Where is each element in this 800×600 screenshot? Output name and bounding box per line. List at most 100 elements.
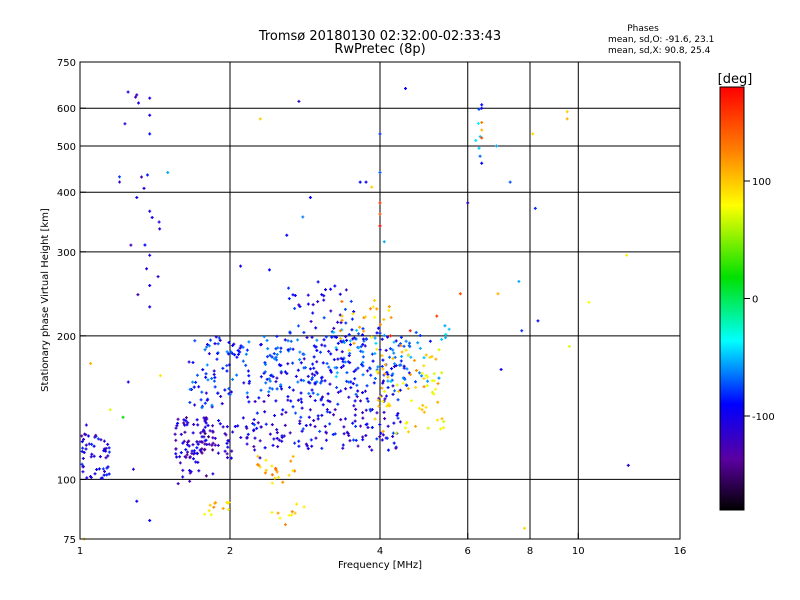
- data-point: [319, 376, 323, 380]
- data-point: [213, 501, 217, 505]
- data-point: [191, 380, 195, 384]
- data-point: [565, 117, 569, 121]
- data-point: [184, 448, 188, 452]
- data-point: [225, 425, 229, 429]
- data-point: [218, 338, 222, 342]
- data-point: [258, 117, 262, 121]
- data-point: [207, 442, 211, 446]
- data-point: [215, 357, 219, 361]
- data-point: [263, 410, 267, 414]
- data-point: [405, 367, 409, 371]
- data-point: [394, 364, 398, 368]
- data-point: [80, 462, 84, 466]
- data-point: [347, 433, 351, 437]
- data-point: [291, 455, 295, 459]
- x-tick-labels: 1 2 4 6 8 10 16: [77, 533, 686, 557]
- data-point: [220, 402, 224, 406]
- data-point: [342, 432, 346, 436]
- data-point: [253, 436, 257, 440]
- data-point: [272, 437, 276, 441]
- data-point: [148, 283, 152, 287]
- data-point: [499, 367, 503, 371]
- data-point: [332, 358, 336, 362]
- data-point: [307, 415, 311, 419]
- data-point: [378, 132, 382, 136]
- data-point: [188, 479, 192, 483]
- data-point: [523, 526, 527, 530]
- data-point: [386, 375, 390, 379]
- data-point: [381, 358, 385, 362]
- data-point: [361, 327, 365, 331]
- data-point: [186, 450, 190, 454]
- data-point: [203, 425, 207, 429]
- data-point: [331, 432, 335, 436]
- data-point: [216, 443, 220, 447]
- data-point: [194, 380, 198, 384]
- data-point: [466, 201, 470, 205]
- data-point: [476, 121, 480, 125]
- data-point: [228, 393, 232, 397]
- data-point: [390, 373, 394, 377]
- data-point: [321, 403, 325, 407]
- data-point: [370, 352, 374, 356]
- data-point: [333, 284, 337, 288]
- data-point: [225, 369, 229, 373]
- data-point: [396, 412, 400, 416]
- data-point: [413, 380, 417, 384]
- phases-o-stats: mean, sd,O: -91.6, 23.1: [608, 35, 714, 45]
- data-point: [318, 350, 322, 354]
- data-point: [239, 436, 243, 440]
- data-point: [324, 288, 328, 292]
- data-point: [324, 438, 328, 442]
- data-point: [310, 372, 314, 376]
- data-point: [200, 406, 204, 410]
- data-point: [336, 390, 340, 394]
- data-point: [316, 417, 320, 421]
- data-point: [185, 423, 189, 427]
- data-point: [478, 154, 482, 158]
- data-point: [353, 419, 357, 423]
- data-point: [373, 377, 377, 381]
- data-point: [398, 388, 402, 392]
- data-point: [213, 342, 217, 346]
- data-point: [354, 337, 358, 341]
- data-point: [299, 361, 303, 365]
- data-point: [322, 294, 326, 298]
- data-point: [218, 422, 222, 426]
- data-point: [280, 412, 284, 416]
- data-point: [195, 440, 199, 444]
- data-point: [272, 352, 276, 356]
- data-point: [166, 170, 170, 174]
- data-point: [320, 446, 324, 450]
- data-point: [388, 404, 392, 408]
- data-point: [373, 417, 377, 421]
- data-point: [341, 446, 345, 450]
- data-point: [625, 253, 629, 257]
- data-point: [97, 467, 101, 471]
- data-point: [246, 395, 250, 399]
- data-point: [308, 408, 312, 412]
- data-point: [406, 430, 410, 434]
- data-point: [304, 442, 308, 446]
- data-point: [350, 328, 354, 332]
- data-point: [283, 338, 287, 342]
- data-point: [344, 288, 348, 292]
- data-point: [216, 391, 220, 395]
- data-point: [316, 280, 320, 284]
- data-point: [192, 423, 196, 427]
- data-point: [207, 435, 211, 439]
- data-point: [319, 381, 323, 385]
- data-point: [380, 364, 384, 368]
- data-point: [213, 436, 217, 440]
- data-point: [287, 513, 291, 517]
- data-point: [87, 442, 91, 446]
- data-point: [210, 403, 214, 407]
- data-point: [422, 385, 426, 389]
- data-point: [205, 363, 209, 367]
- data-point: [536, 319, 540, 323]
- data-point: [264, 458, 268, 462]
- data-point: [99, 438, 103, 442]
- data-point: [310, 388, 314, 392]
- data-point: [184, 419, 188, 423]
- data-point: [365, 384, 369, 388]
